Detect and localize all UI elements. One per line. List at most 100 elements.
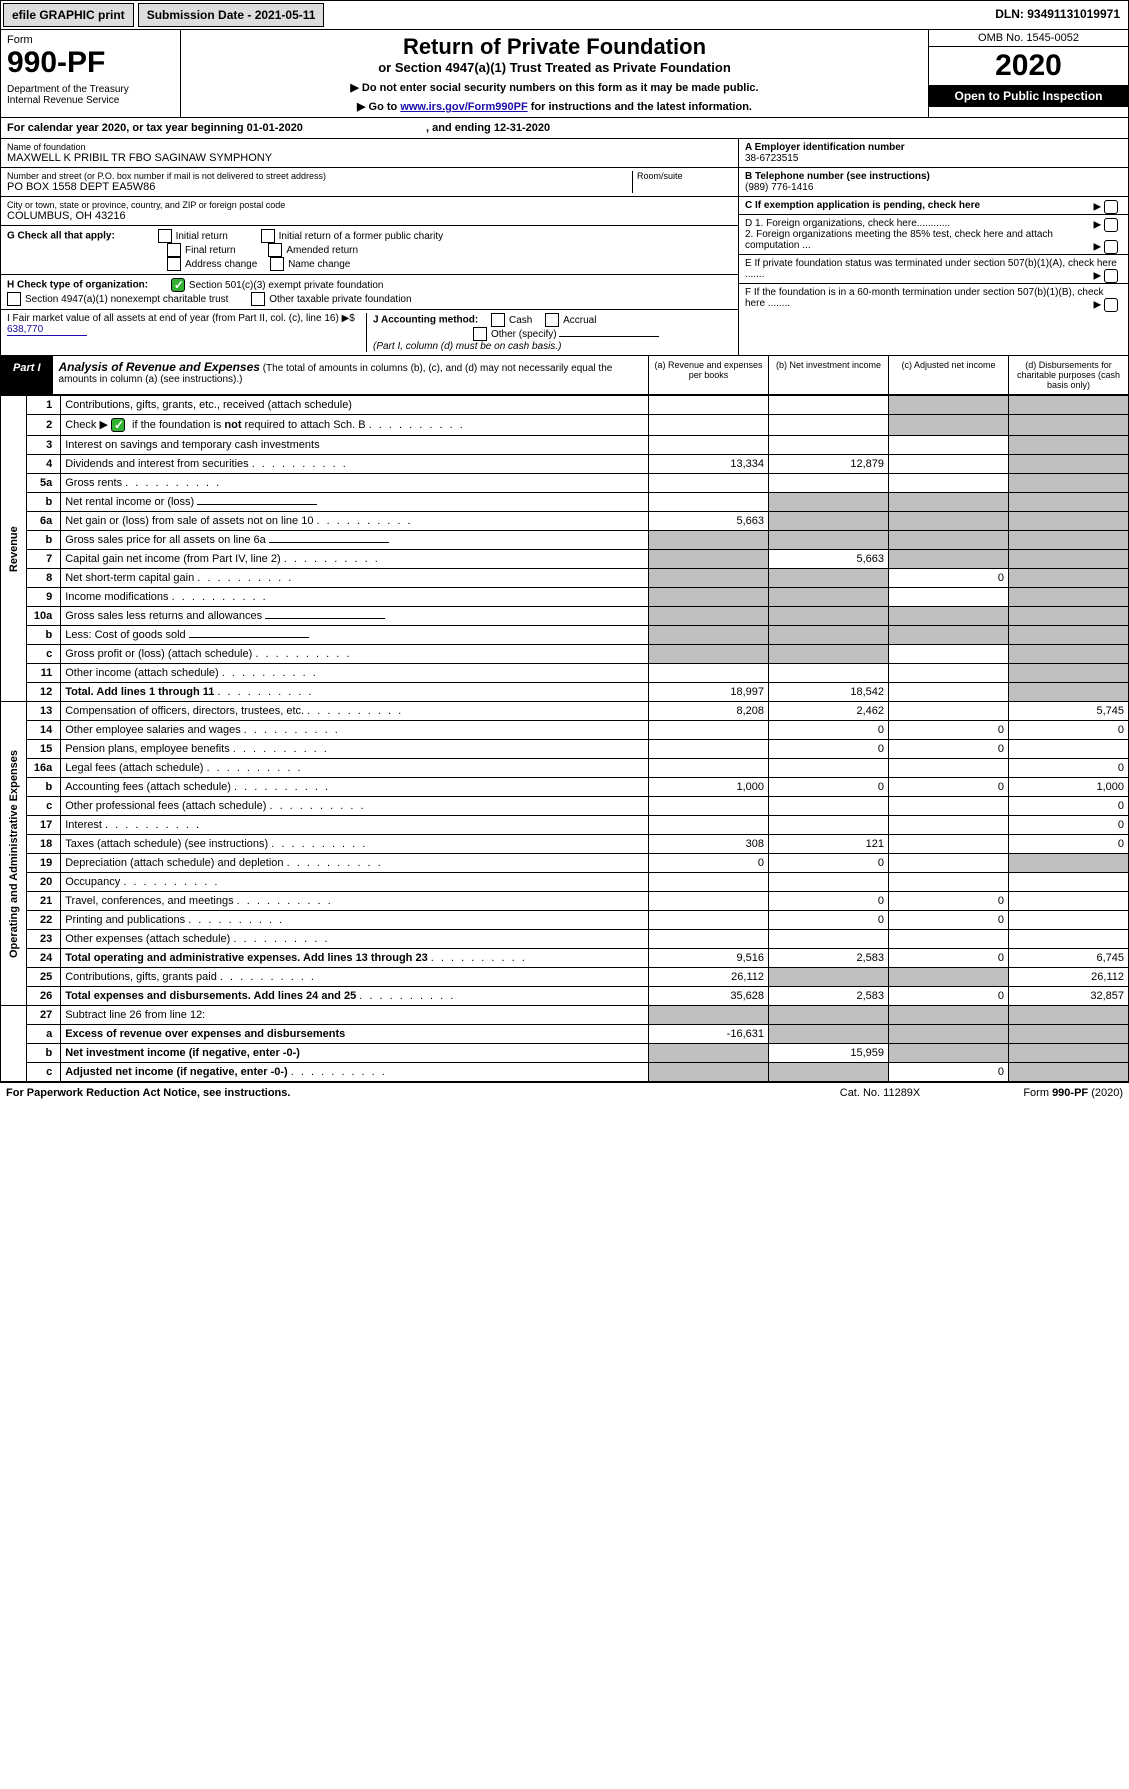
part1-header: Part I Analysis of Revenue and Expenses …	[0, 356, 1129, 395]
row-num: c	[27, 797, 61, 816]
cell-amount	[1009, 740, 1129, 759]
checkbox-f[interactable]	[1104, 298, 1118, 312]
row-desc: Gross rents	[61, 474, 649, 493]
cell-amount	[889, 854, 1009, 873]
checkbox-4947a1[interactable]	[7, 292, 21, 306]
checkbox-name-change[interactable]	[270, 257, 284, 271]
row-num: b	[27, 531, 61, 550]
cell-amount: 1,000	[1009, 778, 1129, 797]
cell-amount: 121	[769, 835, 889, 854]
cell-grey	[1009, 1063, 1129, 1082]
checkbox-initial-return[interactable]	[158, 229, 172, 243]
cell-grey	[1009, 683, 1129, 702]
checkbox-e[interactable]	[1104, 269, 1118, 283]
irs-link[interactable]: www.irs.gov/Form990PF	[400, 101, 527, 113]
efile-print-button[interactable]: efile GRAPHIC print	[3, 3, 134, 27]
row-num: 24	[27, 949, 61, 968]
cell-amount	[649, 721, 769, 740]
checkbox-schb[interactable]	[111, 418, 125, 432]
cell-grey	[649, 1006, 769, 1025]
note-2-suffix: for instructions and the latest informat…	[528, 101, 752, 113]
checkbox-initial-public[interactable]	[261, 229, 275, 243]
cell-amount: 15,959	[769, 1044, 889, 1063]
cell-grey	[769, 531, 889, 550]
cell-grey	[649, 588, 769, 607]
checkbox-other-taxable[interactable]	[251, 292, 265, 306]
footer-left: For Paperwork Reduction Act Notice, see …	[6, 1087, 290, 1099]
cell-grey	[769, 1063, 889, 1082]
cell-amount	[649, 436, 769, 455]
cell-grey	[889, 626, 1009, 645]
cell-amount: 2,583	[769, 949, 889, 968]
row-desc: Income modifications	[61, 588, 649, 607]
row-desc: Occupancy	[61, 873, 649, 892]
row-desc: Travel, conferences, and meetings	[61, 892, 649, 911]
ein-value: 38-6723515	[745, 153, 798, 164]
opt-other-method: Other (specify)	[491, 329, 557, 340]
checkbox-final-return[interactable]	[167, 243, 181, 257]
cell-amount	[889, 835, 1009, 854]
cell-grey	[769, 626, 889, 645]
note-2: ▶ Go to www.irs.gov/Form990PF for instru…	[187, 100, 922, 113]
row-num: 2	[27, 415, 61, 436]
row-num: 13	[27, 702, 61, 721]
opt-address: Address change	[185, 259, 257, 270]
form-number: 990-PF	[7, 46, 174, 80]
checkbox-amended[interactable]	[268, 243, 282, 257]
cell-amount: 0	[769, 721, 889, 740]
row-num: a	[27, 1025, 61, 1044]
h-label: H Check type of organization:	[7, 280, 148, 291]
info-grid: Name of foundation MAXWELL K PRIBIL TR F…	[0, 139, 1129, 356]
cell-amount: 8,208	[649, 702, 769, 721]
cell-grey	[1009, 396, 1129, 415]
cell-amount	[889, 588, 1009, 607]
cell-amount	[769, 396, 889, 415]
city-label: City or town, state or province, country…	[7, 200, 732, 210]
row-num: b	[27, 1044, 61, 1063]
cell-grey	[1009, 493, 1129, 512]
cell-amount: 0	[769, 740, 889, 759]
b-label: B Telephone number (see instructions)	[745, 171, 930, 182]
cell-grey	[889, 1006, 1009, 1025]
row-desc: Taxes (attach schedule) (see instruction…	[61, 835, 649, 854]
checkbox-c[interactable]	[1104, 200, 1118, 214]
cell-amount: 0	[1009, 816, 1129, 835]
cell-amount	[649, 892, 769, 911]
cell-amount	[649, 797, 769, 816]
row-desc: Accounting fees (attach schedule)	[61, 778, 649, 797]
cell-amount: 6,745	[1009, 949, 1129, 968]
opt-4947: Section 4947(a)(1) nonexempt charitable …	[25, 294, 228, 305]
cell-grey	[1009, 607, 1129, 626]
cell-amount	[889, 873, 1009, 892]
checkbox-other-method[interactable]	[473, 327, 487, 341]
checkbox-d1[interactable]	[1104, 218, 1118, 232]
checkbox-accrual[interactable]	[545, 313, 559, 327]
checkbox-address-change[interactable]	[167, 257, 181, 271]
cell-amount: 0	[889, 1063, 1009, 1082]
checkbox-501c3[interactable]	[171, 278, 185, 292]
cell-amount	[1009, 892, 1129, 911]
cell-grey	[889, 493, 1009, 512]
cell-grey	[1009, 645, 1129, 664]
cell-amount	[769, 415, 889, 436]
part1-label: Part I	[1, 356, 53, 394]
cell-amount	[769, 797, 889, 816]
row-desc: Other employee salaries and wages	[61, 721, 649, 740]
row-desc: Other professional fees (attach schedule…	[61, 797, 649, 816]
cell-amount	[649, 816, 769, 835]
cell-amount	[649, 873, 769, 892]
cal-begin: 01-01-2020	[247, 122, 303, 134]
cell-grey	[1009, 569, 1129, 588]
cell-grey	[1009, 474, 1129, 493]
row-num: b	[27, 493, 61, 512]
cell-amount: 308	[649, 835, 769, 854]
col-a-header: (a) Revenue and expenses per books	[648, 356, 768, 394]
cell-amount: 0	[769, 911, 889, 930]
row-num: 15	[27, 740, 61, 759]
row-num: 4	[27, 455, 61, 474]
checkbox-cash[interactable]	[491, 313, 505, 327]
dept-label: Department of the Treasury Internal Reve…	[7, 84, 174, 106]
checkbox-d2[interactable]	[1104, 240, 1118, 254]
cell-amount	[649, 911, 769, 930]
cell-grey	[889, 512, 1009, 531]
